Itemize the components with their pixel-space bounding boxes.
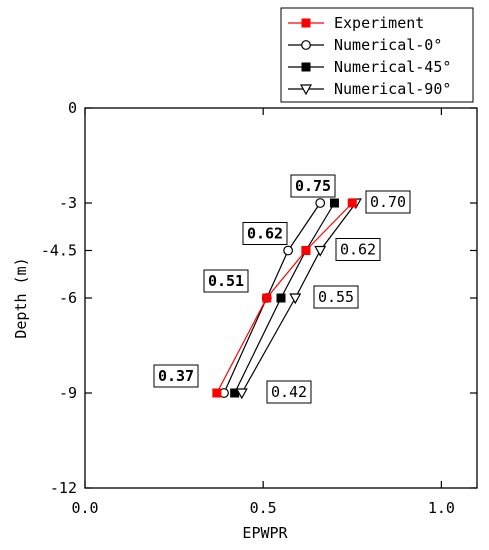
annotation-frame xyxy=(242,222,288,245)
data-point xyxy=(262,293,272,303)
series-line xyxy=(216,202,353,394)
annotation-label: 0.62 xyxy=(247,225,283,243)
annotation-frame xyxy=(203,269,249,293)
series-2 xyxy=(234,202,335,394)
data-point xyxy=(315,198,326,208)
series-0 xyxy=(216,202,353,394)
annotation-label: 0.62 xyxy=(340,241,376,259)
data-point xyxy=(347,198,357,208)
data-point xyxy=(212,388,222,398)
legend-item: Numerical-90° xyxy=(288,80,451,98)
legend-item: Numerical-0° xyxy=(288,36,442,54)
legend-label: Numerical-0° xyxy=(334,36,442,54)
annotation-box: 0.70 xyxy=(365,190,411,214)
legend-marker xyxy=(301,40,311,50)
x-tick-label: 0.0 xyxy=(71,499,98,517)
y-axis-title: Depth (m) xyxy=(12,257,30,338)
y-tick-label: -12 xyxy=(50,479,77,497)
annotation-frame xyxy=(290,174,336,198)
data-point xyxy=(329,198,339,208)
annotation-label: 0.42 xyxy=(271,383,307,401)
annotation-frame xyxy=(335,238,381,261)
data-point xyxy=(289,293,302,305)
annotation-label: 0.70 xyxy=(370,193,406,211)
annotation-box: 0.62 xyxy=(335,238,381,261)
legend-item: Experiment xyxy=(288,14,424,32)
data-point xyxy=(283,245,294,256)
data-point xyxy=(314,245,327,257)
annotation-frame xyxy=(266,380,312,404)
data-point xyxy=(301,246,311,255)
y-tick-label: 0 xyxy=(68,99,77,117)
legend-label: Experiment xyxy=(334,14,424,32)
legend-item: Numerical-45° xyxy=(288,58,451,76)
annotation-box: 0.75 xyxy=(290,174,336,198)
x-tick-label: 0.5 xyxy=(250,499,277,517)
series-line xyxy=(241,202,357,394)
annotation-box: 0.37 xyxy=(153,364,199,388)
annotation-label: 0.51 xyxy=(208,272,244,290)
annotation-frame xyxy=(313,285,359,309)
y-tick-label: -6 xyxy=(59,289,77,307)
y-tick-label: -3 xyxy=(59,194,77,212)
x-tick-label: 1.0 xyxy=(428,499,455,517)
annotation-label: 0.55 xyxy=(318,288,354,306)
series-line xyxy=(234,202,335,394)
annotation-frame xyxy=(365,190,411,214)
series-line xyxy=(223,202,321,394)
x-axis-title: EPWPR xyxy=(242,524,288,542)
legend-label: Numerical-45° xyxy=(334,58,451,76)
series-3 xyxy=(241,202,357,394)
annotation-frame xyxy=(153,364,199,388)
legend: Experiment Numerical-0° Numerical-45° Numer… xyxy=(280,7,474,103)
legend-marker xyxy=(301,62,311,72)
legend-label: Numerical-90° xyxy=(334,80,451,98)
annotation-box: 0.62 xyxy=(242,222,288,245)
annotation-label: 0.75 xyxy=(295,177,331,195)
data-point xyxy=(235,388,248,400)
series-1 xyxy=(223,202,321,394)
legend-frame xyxy=(280,7,474,103)
legend-marker xyxy=(301,18,311,28)
legend-marker xyxy=(299,84,313,96)
annotation-box: 0.51 xyxy=(203,269,249,293)
y-tick-label: -4.5 xyxy=(41,242,77,260)
y-tick-label: -9 xyxy=(59,384,77,402)
data-point xyxy=(276,293,286,303)
annotation-box: 0.42 xyxy=(266,380,312,404)
annotation-label: 0.37 xyxy=(158,367,194,385)
annotation-box: 0.55 xyxy=(313,285,359,309)
